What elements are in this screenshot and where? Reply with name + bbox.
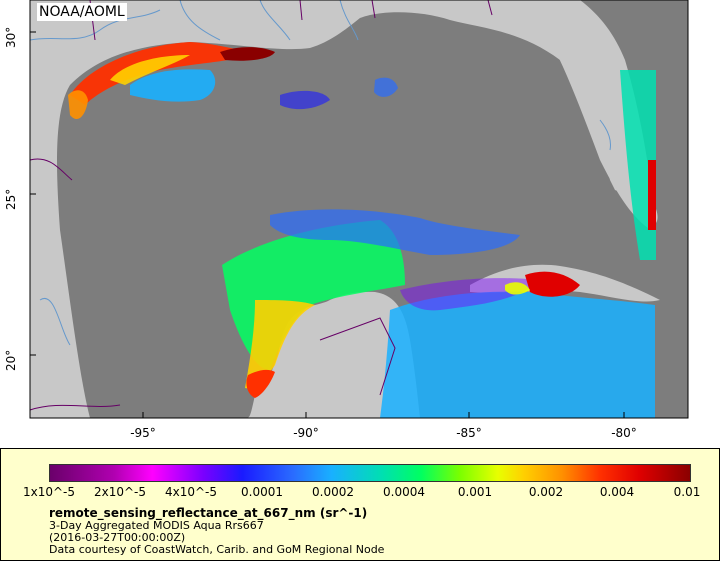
data-north-shelf-yellow [110,55,190,85]
colorbar-label: 0.001 [457,485,493,499]
legend-title: remote_sensing_reflectance_at_667_nm (sr… [49,506,368,520]
yucatan-peninsula [255,291,420,418]
data-caribbean-blue [380,291,655,418]
colorbar-label: 4x10^-5 [164,485,218,499]
data-mississippi-delta [220,47,275,61]
lat-label-30n: 30° [4,26,18,48]
atlantic-ocean [580,0,688,220]
data-campeche-coast [245,300,315,389]
rivers [29,0,611,346]
data-offshore-east [374,77,398,97]
lon-label-85w: -85° [456,426,482,440]
lon-label-80w: -80° [611,426,637,440]
lon-label-90w: -90° [293,426,319,440]
colorbar-label: 0.0002 [312,485,354,499]
map-canvas [29,0,689,419]
data-offshore-central [280,90,330,110]
data-north-shelf-high [70,42,250,105]
data-florida-keys-red [648,160,656,230]
colorbar [49,464,691,482]
colorbar-label: 0.0001 [241,485,283,499]
longitude-ticks [142,412,625,418]
data-cuba-south-high [525,271,580,297]
legend-panel: 1x10^-5 2x10^-5 4x10^-5 0.0001 0.0002 0.… [0,448,720,561]
credit-label: NOAA/AOML [37,3,127,21]
legend-date-line: (2016-03-27T00:00:00Z) [49,531,186,544]
data-campeche-blue [270,209,520,255]
data-campeche-high [246,369,275,398]
colorbar-label: 0.004 [599,485,635,499]
latitude-ticks [30,31,36,356]
map-frame [29,0,689,419]
lon-label-95w: -95° [130,426,156,440]
colorbar-label: 0.01 [673,485,701,499]
lat-label-25n: 25° [4,188,18,210]
data-cuba-south-yellow [505,282,530,295]
legend-product-line: 3-Day Aggregated MODIS Aqua Rrs667 [49,519,264,532]
legend-credit-line: Data courtesy of CoastWatch, Carib. and … [49,543,385,556]
data-north-shelf-mid [130,69,216,102]
colorbar-label: 2x10^-5 [93,485,147,499]
lat-label-20n: 20° [4,349,18,371]
colorbar-label: 0.0004 [383,485,425,499]
colorbar-label: 0.002 [528,485,564,499]
colorbar-label: 1x10^-5 [22,485,76,499]
data-west-texas-coast [68,90,88,120]
data-florida-east [620,70,656,260]
